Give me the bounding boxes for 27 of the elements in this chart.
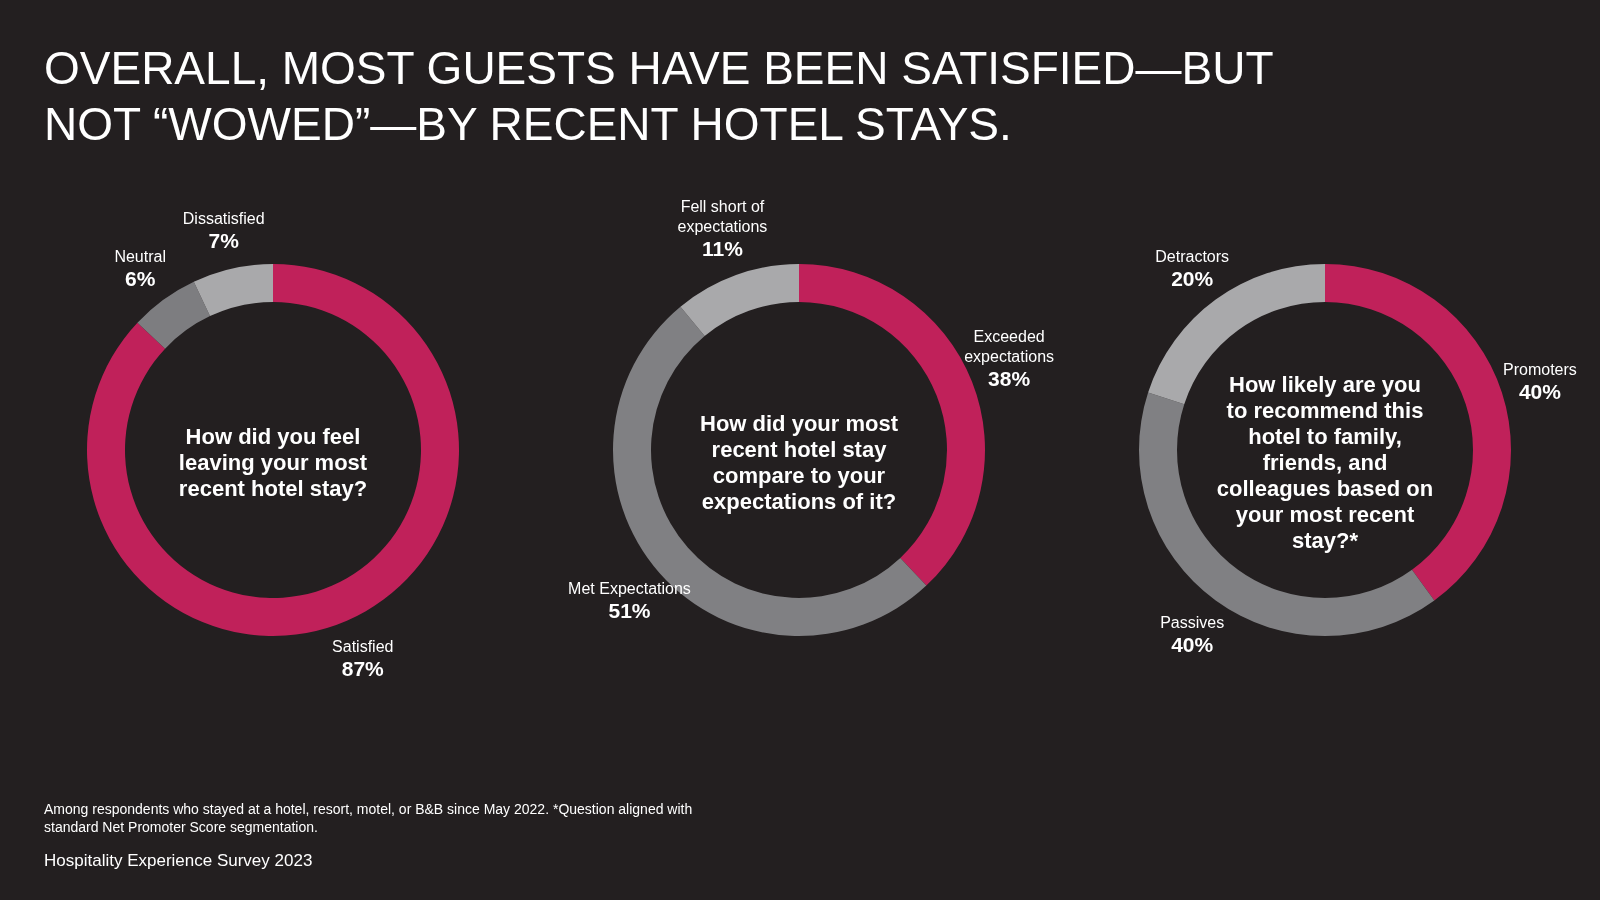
slice-label: Fell short of expectations [677, 198, 768, 236]
data-label: 20% [1171, 267, 1214, 291]
text: How did your most recent hotel stay compare to your expectations of it? [700, 411, 899, 514]
slice-label: Neutral [114, 248, 166, 266]
donut-slice [680, 264, 799, 336]
text: OVERALL, MOST GUESTS HAVE BEEN SATISFIED—BUT NOT “WOWED”—BY RECENT HOTEL STAYS. [44, 41, 1274, 152]
text: How did you feel leaving your most recent hotel stay? [178, 424, 368, 501]
donut-slice [87, 264, 459, 636]
data-label: 7% [208, 229, 240, 253]
slice-label: Detractors [1155, 248, 1230, 266]
slice-label: Exceeded expectations [964, 327, 1055, 365]
data-label: 6% [124, 267, 156, 291]
slice-label: Passives [1160, 613, 1225, 631]
text: How likely are you to recommend this hotel to family, friends, and colleagues based on your most recent stay?* [1216, 372, 1434, 553]
donut-slice [193, 264, 273, 317]
slice-label: Met Expectations [568, 580, 691, 598]
data-label: 87% [341, 657, 385, 681]
data-label: 38% [988, 366, 1031, 390]
data-label: 11% [702, 237, 744, 261]
slice-label: Dissatisfied [182, 210, 265, 228]
slice-label: Satisfied [332, 638, 394, 656]
data-label: 40% [1518, 380, 1562, 404]
data-label: 40% [1171, 632, 1214, 656]
text: Among respondents who stayed at a hotel, resort, motel, or B&B since May 2022. *Question aligned with standard Net Promoter Score segmentation. [44, 800, 694, 836]
data-label: 51% [608, 599, 651, 623]
slice-label: Promoters [1503, 361, 1577, 379]
text: Hospitality Experience Survey 2023 [44, 851, 314, 870]
